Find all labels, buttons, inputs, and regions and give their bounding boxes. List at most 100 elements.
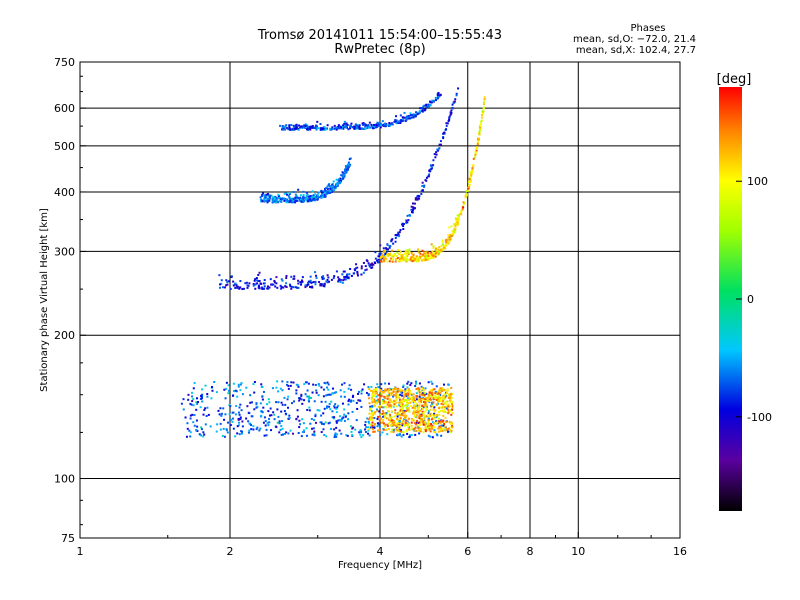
data-point — [349, 124, 352, 127]
data-point — [414, 259, 417, 262]
data-point — [316, 198, 319, 201]
data-point — [409, 384, 412, 387]
data-point — [398, 256, 401, 259]
data-point — [448, 236, 451, 239]
data-point — [349, 157, 352, 160]
data-point — [455, 219, 458, 222]
data-point — [335, 421, 338, 424]
data-point — [426, 258, 429, 261]
data-point — [394, 237, 397, 240]
data-point — [390, 122, 393, 125]
data-point — [252, 284, 255, 287]
data-point — [445, 427, 448, 430]
data-point — [327, 388, 330, 391]
data-point — [225, 381, 228, 384]
data-point — [231, 394, 234, 397]
data-point — [375, 399, 378, 402]
data-point — [334, 432, 337, 435]
data-point — [322, 127, 325, 130]
data-point — [229, 287, 232, 290]
data-point — [415, 423, 418, 426]
data-point — [316, 120, 319, 123]
data-point — [371, 405, 374, 408]
data-point — [191, 395, 194, 398]
data-point — [292, 381, 295, 384]
data-point — [442, 397, 445, 400]
data-point — [385, 251, 388, 254]
data-point — [414, 407, 417, 410]
data-point — [404, 251, 407, 254]
data-point — [272, 200, 275, 203]
data-point — [376, 425, 379, 428]
data-point — [365, 426, 368, 429]
data-point — [235, 390, 238, 393]
data-point — [248, 429, 251, 432]
data-point — [412, 207, 415, 210]
data-point — [204, 407, 207, 410]
data-point — [209, 425, 212, 428]
data-point — [399, 424, 402, 427]
data-point — [243, 287, 246, 290]
data-point — [422, 255, 425, 258]
data-point — [219, 407, 222, 410]
data-point — [257, 273, 260, 276]
data-point — [403, 111, 406, 114]
data-point — [417, 260, 420, 263]
data-point — [367, 386, 370, 389]
data-point — [340, 432, 343, 435]
data-point — [289, 283, 292, 286]
data-point — [314, 415, 317, 418]
data-point — [420, 106, 423, 109]
data-point — [469, 179, 472, 182]
data-point — [335, 183, 338, 186]
data-point — [371, 424, 374, 427]
data-point — [418, 391, 421, 394]
data-point — [381, 253, 384, 256]
data-point — [416, 113, 419, 116]
data-point — [184, 416, 187, 419]
data-point — [389, 418, 392, 421]
data-point — [250, 415, 253, 418]
data-point — [314, 383, 317, 386]
data-point — [450, 234, 453, 237]
data-point — [221, 286, 224, 289]
data-point — [333, 428, 336, 431]
data-point — [405, 115, 408, 118]
data-point — [311, 190, 314, 193]
data-point — [421, 387, 424, 390]
data-point — [432, 164, 435, 167]
data-point — [263, 197, 266, 200]
data-point — [439, 425, 442, 428]
data-point — [340, 174, 343, 177]
data-point — [323, 381, 326, 384]
data-point — [424, 399, 427, 402]
data-point — [438, 392, 441, 395]
data-point — [431, 405, 434, 408]
data-point — [195, 397, 198, 400]
data-point — [426, 414, 429, 417]
data-point — [395, 413, 398, 416]
data-point — [368, 434, 371, 437]
data-point — [451, 400, 454, 403]
data-point — [401, 116, 404, 119]
data-point — [268, 401, 271, 404]
data-point — [316, 409, 319, 412]
data-point — [381, 421, 384, 424]
data-point — [218, 413, 221, 416]
data-point — [333, 189, 336, 192]
data-point — [392, 430, 395, 433]
data-point — [394, 428, 397, 431]
data-point — [226, 281, 229, 284]
data-point — [441, 387, 444, 390]
data-point — [283, 409, 286, 412]
data-point — [284, 412, 287, 415]
data-point — [255, 428, 258, 431]
data-point — [322, 388, 325, 391]
data-point — [193, 424, 196, 427]
data-point — [388, 388, 391, 391]
data-point — [472, 157, 475, 160]
data-point — [419, 107, 422, 110]
data-point — [315, 389, 318, 392]
data-point — [326, 386, 329, 389]
data-point — [413, 427, 416, 430]
